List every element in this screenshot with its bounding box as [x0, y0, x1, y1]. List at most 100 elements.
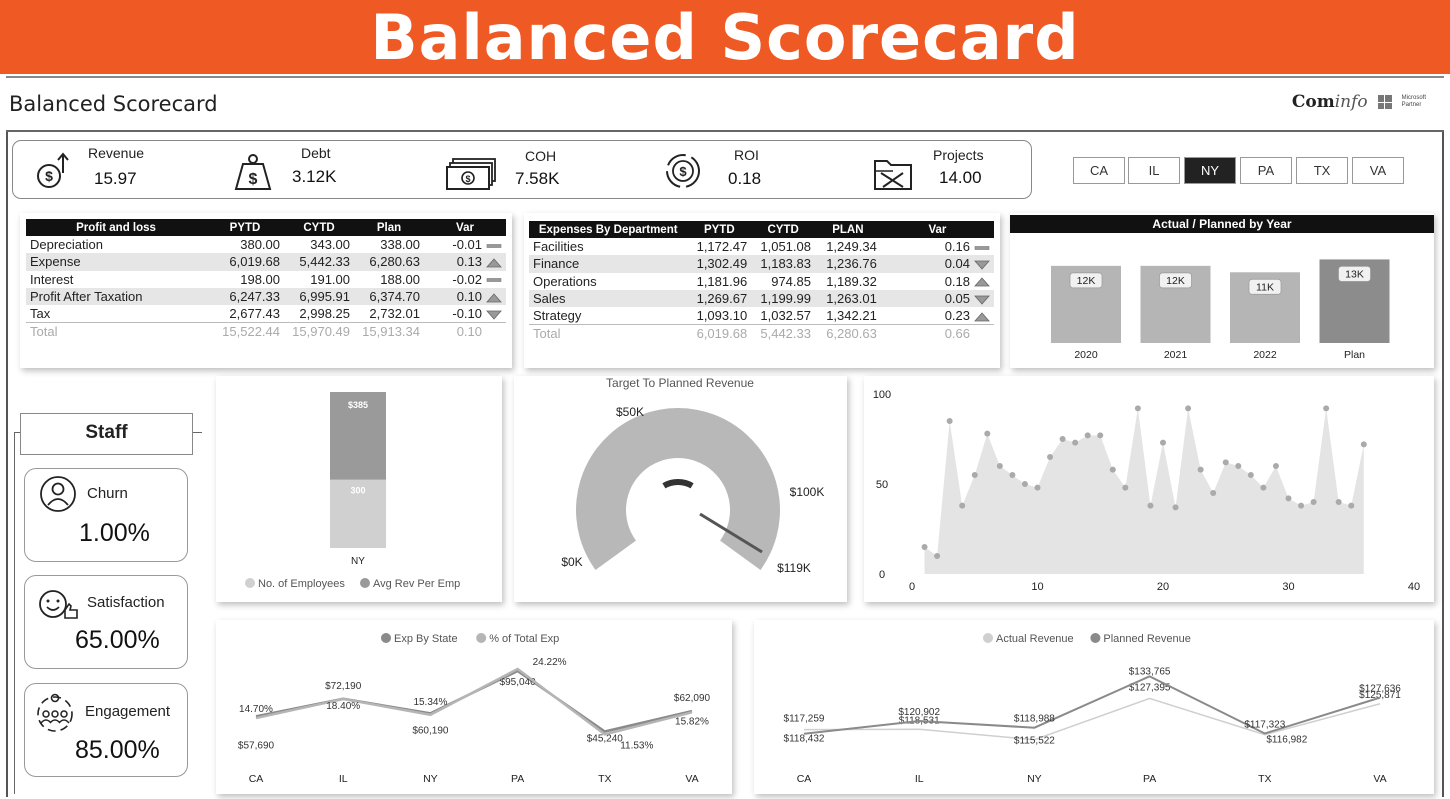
data-point[interactable]: [1147, 502, 1154, 509]
area-fill: [924, 408, 1364, 574]
partner-text: Microsoft Partner: [1401, 95, 1426, 108]
data-point[interactable]: [1084, 432, 1091, 439]
state-button-il[interactable]: IL: [1128, 157, 1180, 184]
legend-swatch: [1090, 633, 1101, 643]
plan-cell: 1,263.01: [814, 289, 881, 308]
data-point[interactable]: [1047, 454, 1054, 460]
kpi-bar: $ Revenue 15.97 $ Debt 3.12K $ COH 7.58K: [12, 140, 1032, 199]
cytd-cell: 191.00: [310, 271, 350, 287]
data-point[interactable]: [1172, 504, 1179, 511]
gauge-max-label: $119K: [777, 561, 811, 575]
smile-thumbs-icon: [39, 590, 78, 619]
legend-swatch: [983, 633, 993, 643]
kpi-roi-value: 0.18: [728, 169, 762, 188]
data-point[interactable]: [996, 463, 1003, 469]
data-point[interactable]: [1185, 405, 1192, 412]
table-row[interactable]: Expense 6,019.68 5,442.33 6,280.63 0.13: [26, 253, 506, 271]
data-point[interactable]: [946, 418, 953, 424]
data-point[interactable]: [1122, 484, 1129, 491]
column-header[interactable]: PYTD: [206, 219, 284, 236]
column-header[interactable]: Profit and loss: [26, 219, 206, 236]
data-point[interactable]: [1272, 463, 1279, 469]
data-point[interactable]: [1009, 472, 1016, 478]
table-row[interactable]: Tax 2,677.43 2,998.25 2,732.01 -0.10: [26, 305, 506, 322]
state-button-va[interactable]: VA: [1352, 157, 1404, 184]
data-point[interactable]: [1097, 432, 1104, 439]
data-point[interactable]: [1323, 405, 1330, 412]
data-point[interactable]: [1059, 436, 1066, 442]
target-revenue-gauge: Target To Planned Revenue $50K $0K $100K $11…: [561, 376, 824, 575]
data-point[interactable]: [934, 553, 941, 559]
data-point[interactable]: [1247, 472, 1254, 478]
column-header[interactable]: CYTD: [284, 219, 354, 236]
table-row[interactable]: Profit After Taxation 6,247.33 6,995.91 6,3…: [26, 287, 506, 306]
data-point[interactable]: [971, 472, 978, 478]
y-tick-label: 50: [876, 479, 888, 491]
state-button-ny[interactable]: NY: [1184, 157, 1236, 184]
data-label: 11K: [1256, 281, 1274, 293]
data-point[interactable]: [1335, 499, 1342, 505]
column-header[interactable]: Expenses By Department: [529, 221, 688, 238]
data-point[interactable]: [1298, 502, 1305, 509]
pytd-cell: 1,181.96: [696, 273, 748, 289]
data-point[interactable]: [1260, 484, 1267, 491]
data-point[interactable]: [1210, 490, 1217, 496]
gauge-min-label: $0K: [561, 555, 582, 569]
table-row[interactable]: Facilities 1,172.47 1,051.08 1,249.34 0.16: [529, 238, 994, 255]
column-header[interactable]: Var: [880, 221, 994, 238]
data-point[interactable]: [1235, 463, 1242, 469]
kpi-debt: $ Debt 3.12K: [233, 141, 433, 198]
data-label: $118,432: [784, 734, 825, 745]
row-name: Tax: [30, 306, 51, 322]
data-point[interactable]: [1222, 459, 1229, 466]
state-button-pa[interactable]: PA: [1240, 157, 1292, 184]
table-row[interactable]: Operations 1,181.96 974.85 1,189.32 0.18: [529, 273, 994, 290]
data-point[interactable]: [1134, 405, 1141, 412]
avg-rev-bar[interactable]: [330, 392, 386, 480]
data-point[interactable]: [1034, 484, 1041, 491]
data-point[interactable]: [1197, 466, 1204, 473]
churn-label: Churn: [87, 485, 128, 502]
total-row: Total 6,019.68 5,442.33 6,280.63 0.66: [529, 323, 994, 342]
data-point[interactable]: [1021, 481, 1028, 487]
kpi-projects: Projects 14.00: [871, 141, 1031, 198]
data-point[interactable]: [959, 502, 966, 509]
plan-cell: 1,342.21: [826, 308, 877, 324]
trend-flat-icon: [486, 278, 502, 283]
employees-bar[interactable]: [330, 479, 386, 548]
column-header[interactable]: PLAN: [814, 221, 881, 238]
table-row[interactable]: Finance 1,302.49 1,183.83 1,236.76 0.04: [529, 255, 994, 273]
state-button-tx[interactable]: TX: [1296, 157, 1348, 184]
data-point[interactable]: [921, 544, 928, 550]
data-point[interactable]: [1160, 439, 1166, 446]
series-line[interactable]: [803, 697, 1381, 741]
column-header[interactable]: PYTD: [687, 221, 752, 238]
y-tick-label: 100: [873, 389, 891, 401]
column-header[interactable]: CYTD: [751, 221, 815, 238]
series-line[interactable]: [255, 669, 693, 733]
pytd-cell: 1,302.49: [687, 255, 752, 273]
data-point[interactable]: [1310, 499, 1317, 505]
series-line[interactable]: [803, 675, 1381, 735]
table-row[interactable]: Sales 1,269.67 1,199.99 1,263.01 0.05: [529, 289, 994, 308]
var-cell: 0.16: [881, 238, 994, 255]
column-header[interactable]: Var: [424, 219, 506, 236]
pytd-cell: 380.00: [240, 237, 280, 253]
column-header[interactable]: Plan: [354, 219, 424, 236]
legend-label: Exp By State: [394, 633, 458, 645]
data-point[interactable]: [1285, 495, 1292, 502]
plan-cell: 6,374.70: [354, 287, 424, 306]
data-point[interactable]: [1348, 502, 1355, 509]
data-point[interactable]: [1072, 439, 1079, 446]
state-button-ca[interactable]: CA: [1073, 157, 1125, 184]
table-row[interactable]: Depreciation 380.00 343.00 338.00 -0.01: [26, 236, 506, 253]
series-line[interactable]: [255, 667, 693, 736]
table-row[interactable]: Interest 198.00 191.00 188.00 -0.02: [26, 271, 506, 288]
data-point[interactable]: [1109, 466, 1116, 473]
data-point[interactable]: [1360, 441, 1367, 448]
data-point[interactable]: [984, 430, 991, 437]
legend-label: % of Total Exp: [489, 633, 559, 645]
table-row[interactable]: Strategy 1,093.10 1,032.57 1,342.21 0.23: [529, 307, 994, 324]
kpi-debt-value: 3.12K: [292, 167, 337, 186]
expenses-card: Expenses By Department PYTD CYTD PLAN Va…: [524, 213, 1000, 368]
